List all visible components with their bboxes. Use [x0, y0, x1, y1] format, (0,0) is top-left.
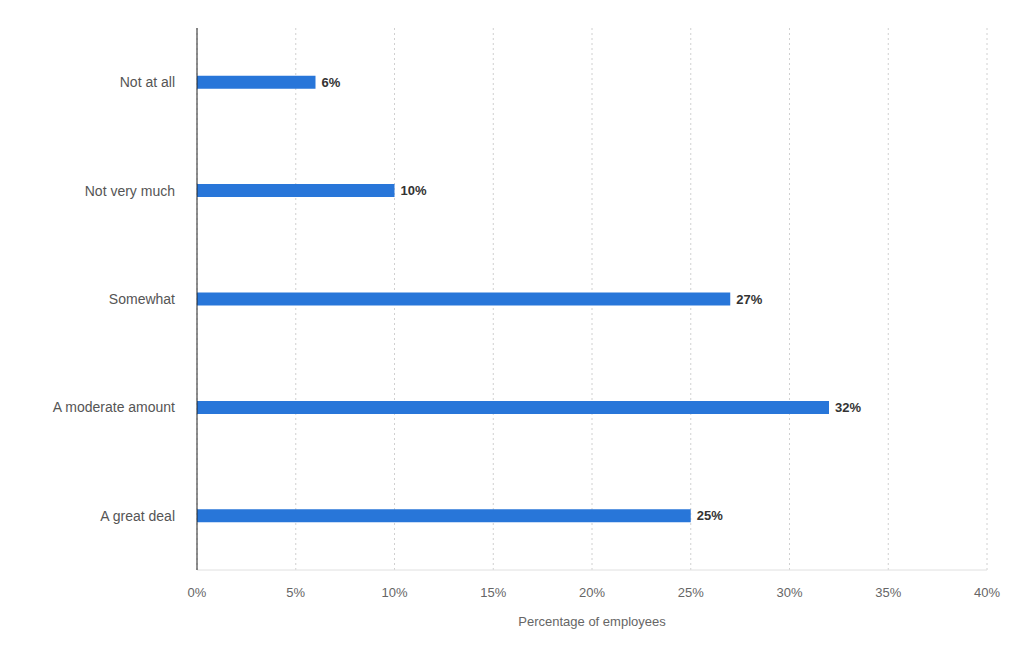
svg-text:10%: 10% — [381, 585, 407, 600]
svg-text:20%: 20% — [579, 585, 605, 600]
svg-text:25%: 25% — [697, 508, 723, 523]
svg-text:6%: 6% — [322, 75, 341, 90]
svg-text:Somewhat: Somewhat — [109, 291, 175, 307]
svg-text:10%: 10% — [401, 183, 427, 198]
svg-text:A great deal: A great deal — [100, 508, 175, 524]
svg-text:Percentage of employees: Percentage of employees — [518, 614, 666, 629]
svg-text:5%: 5% — [286, 585, 305, 600]
svg-text:27%: 27% — [736, 292, 762, 307]
svg-text:40%: 40% — [974, 585, 1000, 600]
svg-text:Not very much: Not very much — [85, 183, 175, 199]
svg-text:25%: 25% — [678, 585, 704, 600]
svg-text:32%: 32% — [835, 400, 861, 415]
svg-text:15%: 15% — [480, 585, 506, 600]
svg-text:35%: 35% — [875, 585, 901, 600]
svg-text:30%: 30% — [776, 585, 802, 600]
svg-text:0%: 0% — [188, 585, 207, 600]
svg-text:Not at all: Not at all — [120, 74, 175, 90]
svg-text:A moderate amount: A moderate amount — [53, 399, 175, 415]
